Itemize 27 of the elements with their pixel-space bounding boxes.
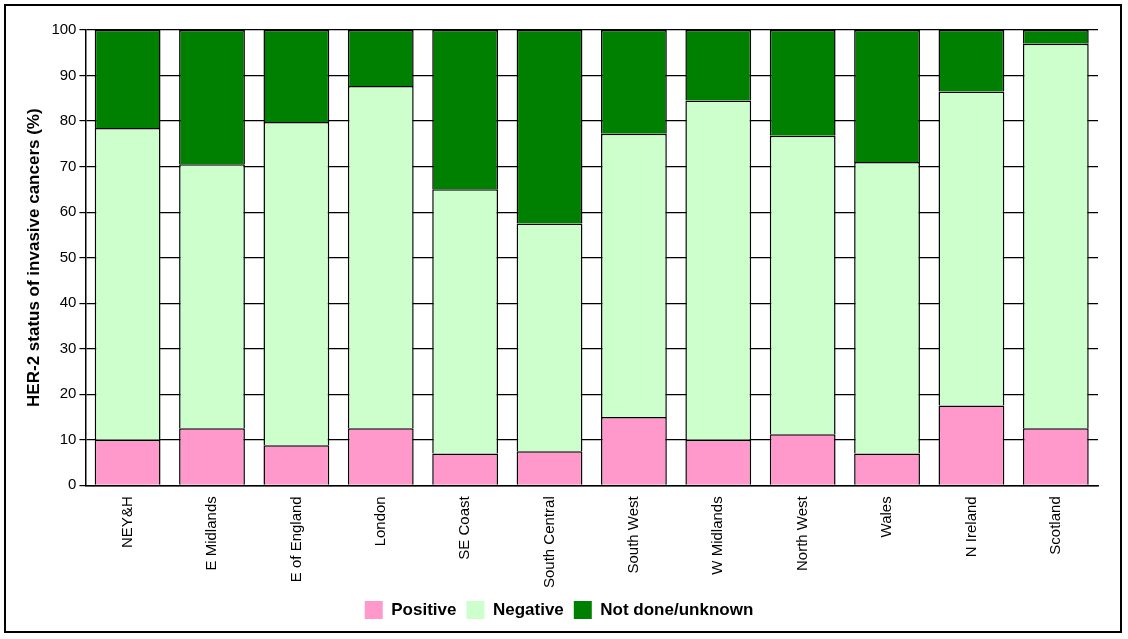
x-tick-label: E of England bbox=[286, 496, 304, 583]
y-tick-label: 60 bbox=[59, 202, 77, 220]
y-tick-label: 10 bbox=[59, 429, 77, 447]
y-tick-label: 100 bbox=[51, 20, 77, 38]
x-tick-label: South West bbox=[624, 495, 642, 574]
x-tick-label: E Midlands bbox=[202, 496, 220, 571]
y-tick-label: 70 bbox=[59, 156, 77, 174]
legend-label: Positive bbox=[391, 599, 457, 619]
y-tick-label: 20 bbox=[59, 384, 77, 402]
x-tick-label: London bbox=[370, 496, 388, 547]
x-tick-label: South Central bbox=[539, 496, 557, 589]
x-tick-label: N Ireland bbox=[961, 496, 979, 558]
x-tick-label: W Midlands bbox=[708, 496, 726, 575]
y-tick-label: 0 bbox=[68, 475, 77, 493]
x-tick-label: Scotland bbox=[1045, 496, 1063, 555]
x-tick-label: SE Coast bbox=[455, 495, 473, 560]
x-tick-label: North West bbox=[792, 495, 810, 572]
y-tick-label: 50 bbox=[59, 247, 77, 265]
y-tick-label: 40 bbox=[59, 293, 77, 311]
y-axis-title: HER-2 status of invasive cancers (%) bbox=[23, 108, 43, 407]
legend-label: Negative bbox=[492, 599, 564, 619]
y-tick-label: 30 bbox=[59, 338, 77, 356]
legend-label: Not done/unknown bbox=[600, 599, 754, 619]
x-tick-label: NEY&H bbox=[117, 496, 135, 548]
y-tick-label: 90 bbox=[59, 65, 77, 83]
x-tick-label: Wales bbox=[877, 496, 895, 538]
y-tick-label: 80 bbox=[59, 111, 77, 129]
